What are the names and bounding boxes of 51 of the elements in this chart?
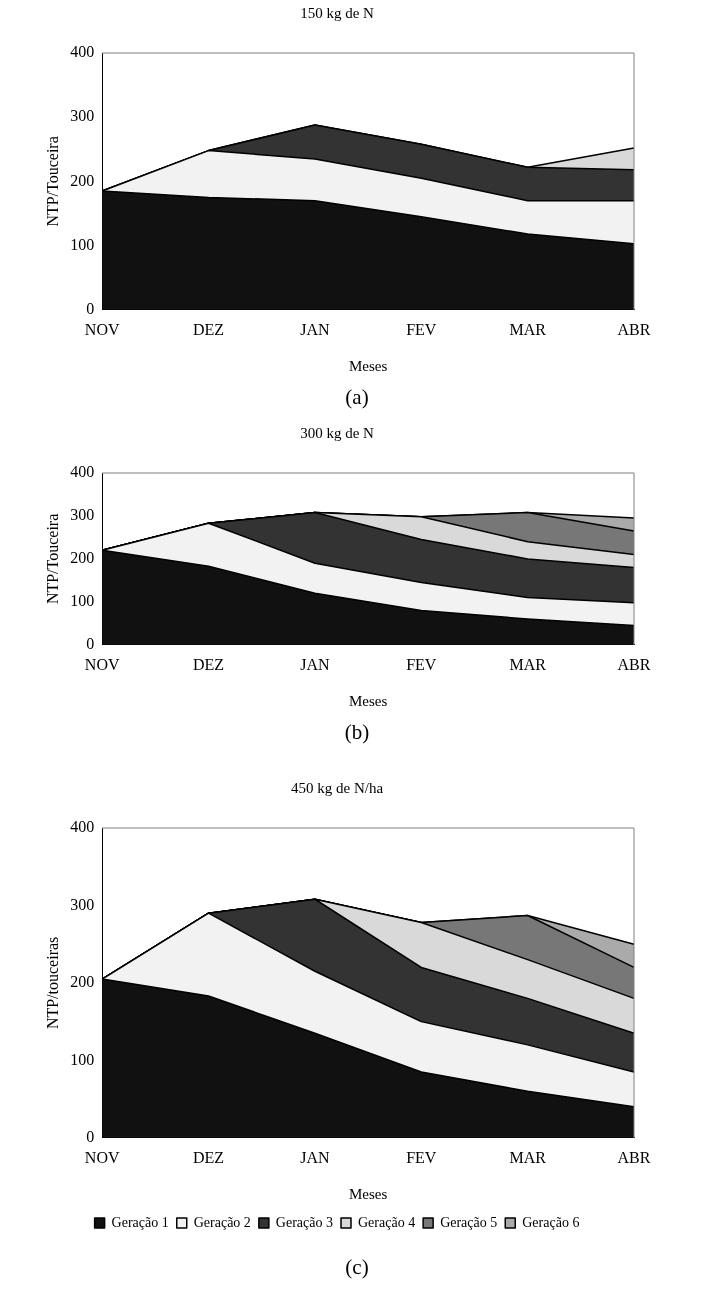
y-tick-label: 0 [86,635,95,652]
x-tick-label: MAR [509,655,547,673]
y-tick-label: 200 [70,549,95,567]
y-tick-label: 300 [70,506,95,524]
x-axis-title: Meses [348,692,388,709]
y-axis-title: NTP/Touceira [43,513,61,605]
x-tick-label: NOV [84,655,120,673]
x-tick-label: ABR [617,1148,651,1166]
x-tick-label: ABR [617,320,651,338]
x-tick-label: JAN [300,655,331,673]
x-axis-title: Meses [348,1185,388,1202]
x-tick-label: MAR [509,1148,547,1166]
x-tick-label: DEZ [193,1148,225,1166]
x-tick-label: ABR [617,655,651,673]
text: (b) [343,720,371,745]
y-tick-label: 400 [70,43,95,61]
y-tick-label: 400 [70,818,95,836]
x-axis-title: Meses [348,357,388,374]
y-tick-label: 100 [70,592,95,610]
x-tick-label: DEZ [193,655,225,673]
y-axis-title: NTP/touceiras [43,936,61,1030]
chart-title: 450 kg de N/ha [290,779,384,796]
text: (c) [344,1255,370,1280]
legend-label: Geração 2 [193,1214,251,1230]
chart-title: 300 kg de N [300,424,375,441]
y-tick-label: 0 [86,1128,95,1145]
text: (a) [344,385,370,410]
y-tick-label: 100 [70,235,95,253]
x-tick-label: FEV [406,655,437,673]
y-tick-label: 0 [86,300,95,317]
x-tick-label: JAN [300,1148,331,1166]
y-tick-label: 200 [70,171,95,189]
chart-title: 150 kg de N [300,4,375,21]
x-tick-label: FEV [406,320,437,338]
legend-label: Geração 6 [522,1214,580,1230]
x-tick-label: NOV [84,1148,120,1166]
y-tick-label: 300 [70,107,95,125]
x-tick-label: MAR [509,320,547,338]
y-tick-label: 400 [70,463,95,481]
legend-label: Geração 3 [275,1214,334,1230]
x-tick-label: JAN [300,320,331,338]
x-tick-label: FEV [406,1148,437,1166]
y-tick-label: 200 [70,973,95,991]
legend-label: Geração 1 [111,1214,169,1230]
legend-label: Geração 5 [440,1214,498,1230]
x-tick-label: NOV [84,320,120,338]
legend-label: Geração 4 [358,1214,416,1230]
y-tick-label: 300 [70,895,95,913]
y-tick-label: 100 [70,1050,95,1068]
x-tick-label: DEZ [193,320,225,338]
y-axis-title: NTP/Touceira [43,136,61,227]
